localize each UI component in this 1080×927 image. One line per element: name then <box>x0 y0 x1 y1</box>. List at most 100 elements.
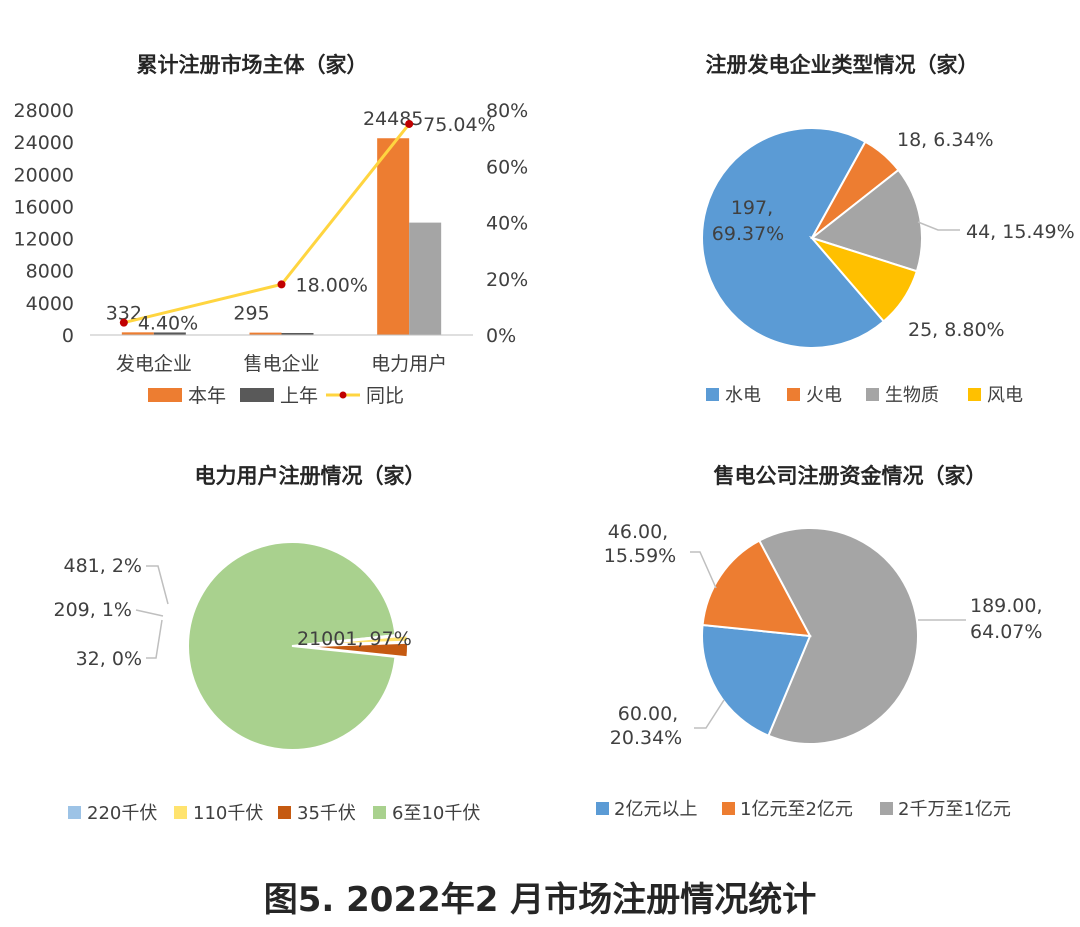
right-axis-tick-label: 40% <box>486 213 528 235</box>
legend-label-biomass: 生物质 <box>885 385 939 406</box>
slice-leader-35kv <box>146 565 169 605</box>
bar-last-year <box>153 332 186 335</box>
bar-last-year <box>409 222 442 335</box>
pie-slice <box>808 235 919 323</box>
chart-power-users: 电力用户注册情况（家） 481, 2% 209, 1% 32, 0% 21001, 9… <box>54 464 481 824</box>
right-axis-tick-label: 80% <box>486 100 528 122</box>
bar-last-year <box>281 332 314 335</box>
slice-leader-220kv <box>146 619 163 659</box>
category-tick-label: 售电企业 <box>243 353 319 375</box>
chart4-title: 售电公司注册资金情况（家） <box>714 464 987 488</box>
right-axis-tick-label: 20% <box>486 269 528 291</box>
slice-label-thermal: 18, 6.34% <box>897 129 994 151</box>
figure-caption: 图5. 2022年2 月市场注册情况统计 <box>263 880 817 920</box>
slice-leader-100m-200m <box>690 551 717 589</box>
chart1-title: 累计注册市场主体（家） <box>137 53 368 77</box>
legend-label-last-year: 上年 <box>280 385 318 407</box>
legend-swatch-over-200m <box>596 802 609 815</box>
slice-label-hydro-pct: 69.37% <box>712 223 784 245</box>
chart2-legend: 水电 火电 生物质 风电 <box>706 385 1023 406</box>
pie-slice <box>757 527 919 745</box>
yoy-data-label: 18.00% <box>296 274 368 296</box>
pie-slice <box>701 539 812 638</box>
legend-label-110kv: 110千伏 <box>193 803 263 824</box>
chart1-legend: 本年 上年 同比 <box>148 385 404 407</box>
category-tick-label: 发电企业 <box>116 353 192 375</box>
slice-leader-110kv <box>135 609 164 617</box>
left-axis-tick-label: 8000 <box>26 261 74 283</box>
legend-swatch-last-year <box>240 388 274 402</box>
left-axis-tick-label: 24000 <box>14 132 74 154</box>
slice-label-over-200m: 60.00, <box>618 703 678 725</box>
slice-leader-biomass <box>917 221 960 231</box>
legend-swatch-biomass <box>866 388 879 401</box>
bar-data-label: 295 <box>233 303 269 325</box>
chart3-legend: 220千伏 110千伏 35千伏 6至10千伏 <box>68 803 480 824</box>
bar-current-year <box>377 138 410 335</box>
pie-slice <box>701 127 886 349</box>
legend-label-35kv: 35千伏 <box>297 803 356 824</box>
category-tick-label: 电力用户 <box>371 353 447 375</box>
legend-label-wind: 风电 <box>987 385 1023 406</box>
bar-data-label: 332 <box>106 302 142 324</box>
pie-slice <box>303 641 409 659</box>
legend-label-100m-200m: 1亿元至2亿元 <box>740 799 853 820</box>
legend-swatch-220kv <box>68 806 81 819</box>
slice-label-100m-200m-pct: 15.59% <box>604 545 676 567</box>
slice-label-hydro: 197, <box>731 197 773 219</box>
right-axis-tick-label: 0% <box>486 325 516 347</box>
legend-swatch-wind <box>968 388 981 401</box>
pie-slice <box>187 541 397 751</box>
pie-slice <box>303 634 409 647</box>
slice-label-wind: 25, 8.80% <box>908 319 1005 341</box>
bar-data-label: 24485 <box>363 108 423 130</box>
yoy-data-label: 4.40% <box>138 313 198 335</box>
chart3-title: 电力用户注册情况（家） <box>195 464 426 488</box>
legend-swatch-100m-200m <box>722 802 735 815</box>
slice-label-220kv: 32, 0% <box>76 648 142 670</box>
yoy-marker <box>277 280 286 289</box>
slice-label-35kv: 481, 2% <box>64 555 143 577</box>
right-axis-tick-label: 60% <box>486 156 528 178</box>
yoy-marker <box>405 119 414 128</box>
legend-swatch-20m-100m <box>880 802 893 815</box>
left-axis-tick-label: 28000 <box>14 100 74 122</box>
legend-label-6-10kv: 6至10千伏 <box>392 803 480 824</box>
chart4-legend: 2亿元以上 1亿元至2亿元 2千万至1亿元 <box>596 799 1011 820</box>
pie-slice <box>701 623 812 737</box>
legend-label-over-200m: 2亿元以上 <box>614 799 697 820</box>
legend-label-yoy: 同比 <box>366 385 404 407</box>
legend-label-220kv: 220千伏 <box>87 803 157 824</box>
slice-label-over-200m-pct: 20.34% <box>610 727 682 749</box>
bar-current-year <box>121 332 154 335</box>
legend-label-thermal: 火电 <box>806 385 842 406</box>
legend-swatch-hydro <box>706 388 719 401</box>
slice-label-100m-200m: 46.00, <box>608 521 668 543</box>
legend-swatch-35kv <box>278 806 291 819</box>
chart-registered-entities: 累计注册市场主体（家） 332 295 24485 4.40% 18.00% 75.04… <box>14 53 529 407</box>
left-axis-tick-label: 12000 <box>14 229 74 251</box>
left-axis-tick-label: 4000 <box>26 293 74 315</box>
chart2-title: 注册发电企业类型情况（家） <box>706 53 979 77</box>
legend-label-hydro: 水电 <box>725 385 761 406</box>
yoy-data-label: 75.04% <box>423 114 495 136</box>
chart-retail-capital: 售电公司注册资金情况（家） 46.00,15.59% 189.00, 64.07% 6… <box>596 464 1043 820</box>
slice-label-biomass: 44, 15.49% <box>966 221 1075 243</box>
slice-label-20m-100m: 189.00, <box>970 595 1043 617</box>
legend-swatch-yoy-marker <box>339 391 347 399</box>
left-axis-tick-label: 0 <box>62 325 74 347</box>
yoy-marker <box>119 318 128 327</box>
legend-swatch-110kv <box>174 806 187 819</box>
legend-swatch-thermal <box>787 388 800 401</box>
legend-label-20m-100m: 2千万至1亿元 <box>898 799 1011 820</box>
slice-label-110kv: 209, 1% <box>54 599 133 621</box>
chart-figure: 累计注册市场主体（家） 332 295 24485 4.40% 18.00% 75.04… <box>14 53 1075 824</box>
legend-swatch-6-10kv <box>373 806 386 819</box>
left-axis-tick-label: 16000 <box>14 196 74 218</box>
slice-leader-over-200m <box>694 699 725 729</box>
left-axis-tick-label: 20000 <box>14 164 74 186</box>
bar-current-year <box>249 332 282 335</box>
chart-generator-types: 注册发电企业类型情况（家） 197, 69.37% 18, 6.34% 44, 15.… <box>701 53 1075 406</box>
slice-label-6-10kv: 21001, 97% <box>297 628 412 650</box>
legend-label-current-year: 本年 <box>188 385 226 407</box>
